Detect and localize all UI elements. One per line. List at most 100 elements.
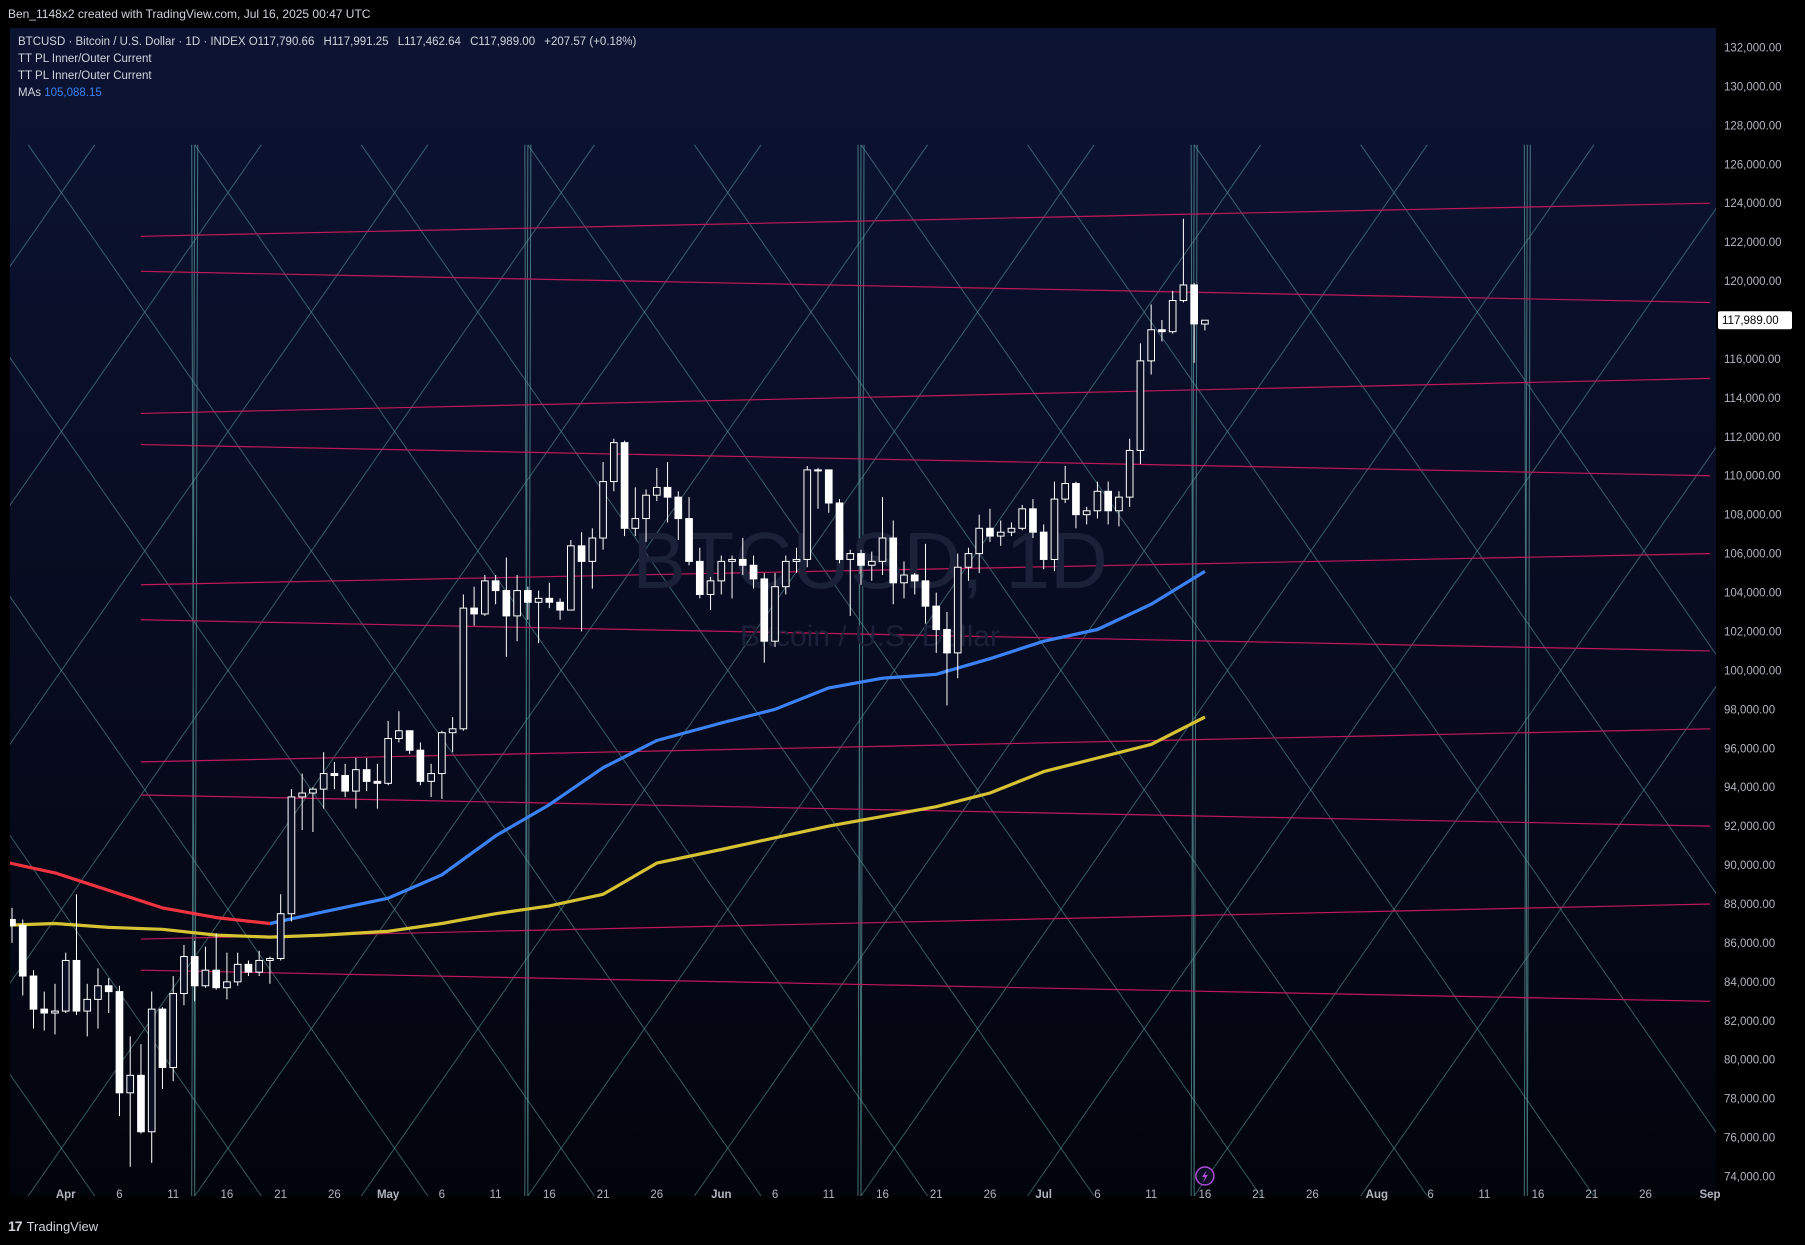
candle-body-up — [266, 958, 274, 961]
candle — [599, 462, 607, 550]
symbol-label[interactable]: BTCUSD · Bitcoin / U.S. Dollar · 1D · IN… — [18, 36, 246, 48]
candle-body-down — [910, 574, 919, 582]
candle-body-down — [524, 590, 532, 603]
candle-body-up — [201, 969, 210, 987]
candle — [72, 894, 81, 1015]
candle — [685, 497, 693, 566]
footer-bar: 17 TradingView — [0, 1210, 1805, 1245]
candle-body-up — [631, 518, 640, 529]
candle — [147, 991, 156, 1163]
lattice-diagonal — [360, 144, 1095, 1197]
candle-body-up — [1050, 498, 1059, 560]
candle — [631, 487, 640, 537]
candle-body-up — [717, 560, 726, 582]
candle — [212, 933, 221, 990]
candle-body-up — [1168, 300, 1177, 333]
candle-body-down — [556, 601, 564, 611]
candle-body-down — [158, 1008, 167, 1069]
candle — [889, 520, 898, 605]
candle-body-down — [674, 496, 683, 520]
candle — [169, 976, 178, 1082]
candle-body-up — [94, 985, 102, 1000]
candle — [233, 952, 242, 986]
candle — [362, 758, 371, 792]
price-tick-label: 96,000.00 — [1724, 743, 1775, 755]
candle-body-up — [233, 963, 242, 983]
candle — [1039, 524, 1048, 570]
candle — [1201, 319, 1209, 331]
candle — [438, 730, 446, 799]
candle — [1115, 491, 1123, 527]
tradingview-logo[interactable]: 17 TradingView — [8, 1218, 98, 1234]
candle — [352, 758, 360, 809]
candle-body-up — [846, 553, 855, 560]
candle — [83, 983, 92, 1037]
time-tick-label: 16 — [1199, 1189, 1212, 1201]
candle — [1018, 504, 1027, 531]
price-tick-label: 108,000.00 — [1724, 510, 1782, 522]
price-tick-label: 128,000.00 — [1724, 120, 1782, 132]
candle — [298, 773, 306, 831]
candle-body-down — [932, 605, 941, 631]
price-tick-label: 84,000.00 — [1724, 977, 1775, 989]
candle — [40, 991, 49, 1031]
candle — [190, 940, 199, 1002]
candle-body-up — [567, 545, 575, 611]
candle-body-down — [663, 486, 672, 498]
attribution-bar: Ben_1148x2 created with TradingView.com,… — [0, 0, 1805, 28]
price-tick-label: 114,000.00 — [1724, 393, 1781, 405]
candle — [266, 956, 274, 984]
candle-body-up — [803, 469, 812, 560]
candle — [1136, 343, 1145, 465]
candle — [416, 742, 425, 786]
candle-body-up — [1125, 449, 1134, 498]
indicator-row-1[interactable]: TT PL Inner/Outer Current — [18, 53, 152, 65]
candle — [1082, 506, 1091, 525]
moving-averages — [10, 570, 1206, 939]
candle — [964, 547, 973, 581]
candle — [94, 968, 102, 1029]
candle — [781, 555, 790, 595]
candle-body-down — [470, 607, 478, 615]
candle-body-down — [244, 963, 253, 973]
candle — [1179, 218, 1188, 303]
candles — [10, 218, 1209, 1167]
candle — [953, 553, 962, 679]
candle — [104, 977, 113, 1014]
candle-body-up — [481, 580, 489, 615]
candle-body-down — [620, 442, 629, 529]
candle — [1168, 290, 1177, 334]
candle — [1007, 522, 1016, 537]
candle-body-down — [115, 991, 124, 1094]
time-tick-label: 6 — [772, 1189, 778, 1201]
price-chart[interactable]: BTCUSD, 1D Bitcoin / U.S. Dollar 74,000.… — [10, 28, 1796, 1208]
candle — [846, 549, 855, 616]
candle-body-up — [534, 597, 543, 603]
lattice-diagonal — [10, 595, 429, 1197]
candle — [255, 950, 264, 977]
low-value: L117,462.64 — [397, 36, 461, 48]
candle-body-down — [835, 502, 844, 560]
candle-body-down — [104, 985, 113, 993]
time-tick-label: Aug — [1366, 1189, 1388, 1201]
candle-body-down — [341, 775, 349, 792]
ma-row[interactable]: MAs 105,088.15 — [18, 85, 636, 102]
candle — [341, 763, 349, 797]
price-tick-label: 82,000.00 — [1724, 1016, 1775, 1028]
candle-body-down — [190, 956, 199, 987]
time-tick-label: Jul — [1035, 1189, 1052, 1201]
candle — [309, 787, 317, 832]
price-tick-label: 88,000.00 — [1724, 899, 1775, 911]
indicator-row-2[interactable]: TT PL Inner/Outer Current — [18, 70, 152, 82]
time-tick-label: 21 — [1252, 1189, 1265, 1201]
close-value: C117,989.00 — [470, 36, 536, 48]
candle — [867, 551, 876, 581]
candle-body-up — [728, 558, 736, 562]
price-tick-label: 110,000.00 — [1724, 471, 1781, 483]
ma-line — [10, 861, 271, 926]
candle — [1104, 481, 1113, 525]
candle — [223, 952, 231, 1000]
candle-body-up — [814, 469, 822, 472]
candle-body-up — [867, 560, 876, 566]
lattice-diagonal — [10, 356, 595, 1197]
